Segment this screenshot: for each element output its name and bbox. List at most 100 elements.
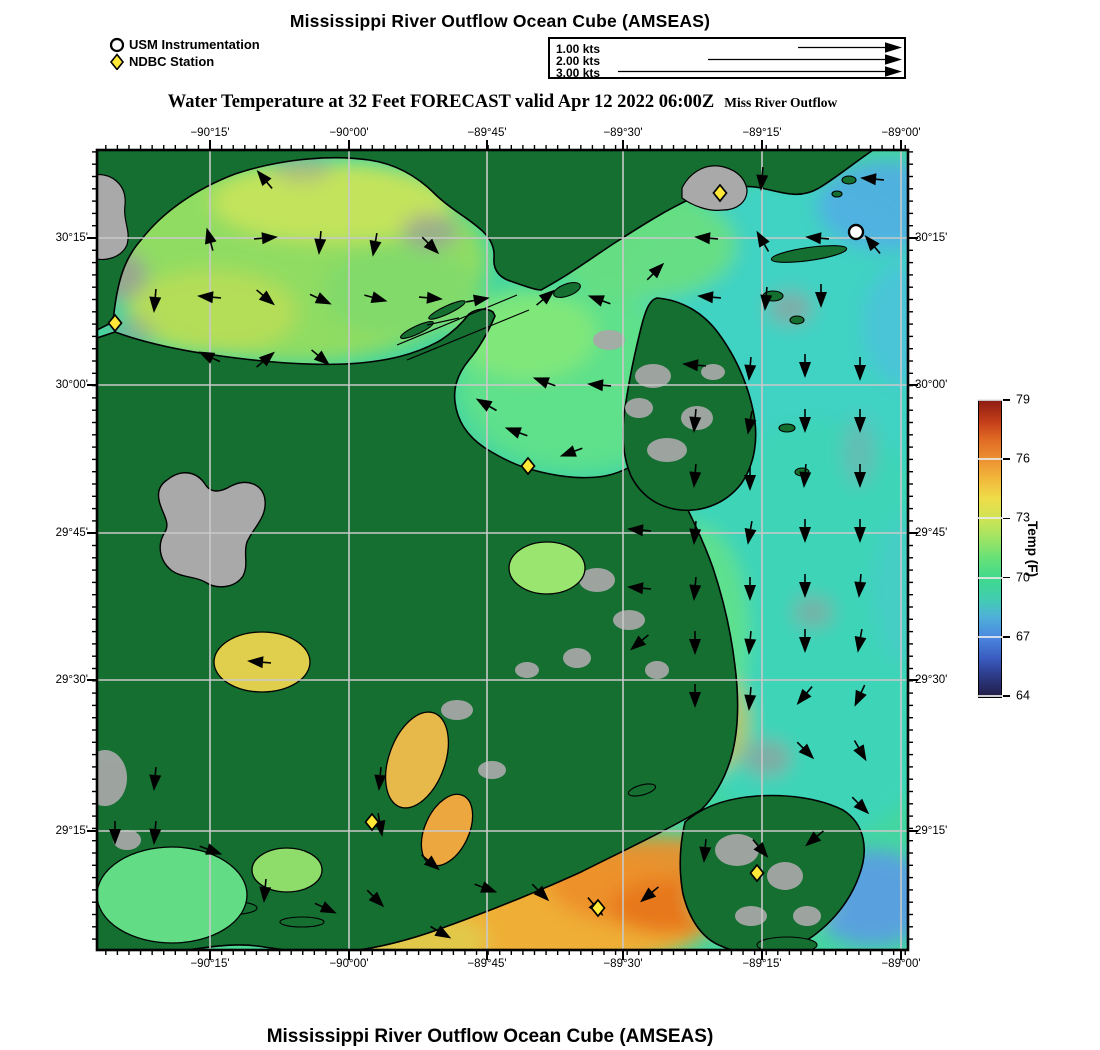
colorbar-crossline [977,517,1003,520]
x-tick-label-bottom: −90°00' [329,958,369,970]
figure-title-bottom: Mississippi River Outflow Ocean Cube (AM… [266,1026,714,1047]
scale-arrowhead [885,42,902,53]
field-region [127,270,297,354]
current-vector [799,629,811,653]
current-vector [366,889,385,908]
pocket-marsh-yellow1 [384,711,450,809]
current-vector [853,740,867,762]
canal-lines [396,294,530,361]
x-tick-label-bottom: −89°45' [467,958,507,970]
current-vector [744,467,756,491]
figure-title-top: Mississippi River Outflow Ocean Cube (AM… [289,11,711,31]
current-vector [149,820,162,845]
x-tick-label-bottom: −89°30' [603,958,643,970]
current-vector [198,351,221,364]
scale-label-2kt: 2.00 kts [556,54,601,68]
current-vector [799,519,811,543]
current-vector [374,766,387,791]
x-tick-label-top: −90°00' [329,127,369,139]
x-tick-label-top: −89°00' [881,127,921,139]
current-vector [314,901,337,914]
current-vector [689,684,701,708]
x-tick-label-top: −89°45' [467,127,507,139]
current-vector [587,379,612,392]
current-vector [646,262,665,281]
current-vector [587,295,611,307]
current-vector [854,573,867,598]
colorbar-crossline [977,399,1003,401]
y-tick-label-left: 30°15' [55,232,88,244]
current-vector [311,349,330,366]
y-tick-label-right: 29°45' [915,527,948,539]
scale-arrowhead [885,54,902,65]
colorbar-tick [1003,576,1010,579]
temperature-colorbar [978,400,1002,698]
colorbar-crossline [977,635,1003,638]
x-tick-label-bottom: −89°00' [881,958,921,970]
colorbar-tick-label: 76 [1016,451,1030,466]
current-vector [314,230,327,255]
usm-circle-icon [109,37,125,53]
pocket-green-sw2 [251,847,323,893]
gray-patch-midwest-lake [157,472,266,588]
ndbc-station-marker [520,456,536,476]
vector-scale-box: 1.00 kts 2.00 kts 3.00 kts [548,37,906,79]
x-tick-label-top: −89°15' [742,127,782,139]
current-vector [627,524,652,537]
current-vector [744,521,757,545]
current-vector [799,574,811,598]
y-tick-label-right: 29°30' [915,674,948,686]
current-vector [640,886,659,903]
current-vector [309,292,332,305]
colorbar-tick [1003,458,1010,461]
current-vector [854,409,866,433]
current-vector [430,925,452,939]
current-vector [689,408,702,433]
current-vector [697,291,722,304]
y-tick-label-right: 30°00' [915,379,948,391]
land-north-mainland [97,150,875,331]
map-plot-area [87,140,918,960]
x-tick-label-bottom: −89°15' [742,958,782,970]
current-vector [854,684,867,707]
colorbar-tick-label: 73 [1016,511,1030,526]
field-region [402,214,458,250]
current-vector [815,284,827,308]
current-vector-field [109,166,885,939]
current-vector [689,576,702,601]
station-legend: USM Instrumentation NDBC Station [108,36,260,70]
subtitle-main: Water Temperature at 32 Feet FORECAST va… [167,92,715,112]
current-vector [799,354,811,378]
current-vector [259,878,272,903]
usm-instrumentation-marker [847,223,865,241]
current-vector [149,288,162,313]
current-vector [474,881,498,893]
scale-label-1kt: 1.00 kts [556,42,601,56]
ndbc-station-marker [749,863,765,883]
ndbc-diamond-icon [109,53,125,70]
ndbc-station-marker [590,898,606,918]
current-vector [149,766,162,791]
current-vector [247,656,272,669]
scale-arrowhead [885,66,902,77]
map-layers [97,150,908,950]
current-vector [805,830,824,847]
y-tick-label-left: 29°45' [55,527,88,539]
current-vector [418,291,443,304]
current-vector [694,232,719,245]
y-tick-label-left: 29°30' [55,674,88,686]
current-vector [744,411,757,435]
y-tick-label-right: 30°15' [915,232,948,244]
current-vector [682,359,707,372]
field-region [843,418,875,486]
y-tick-label-left: 30°00' [55,379,88,391]
current-vector [864,235,881,254]
colorbar-tick-label: 64 [1016,688,1030,703]
field-region [322,247,482,337]
x-tick-label-top: −90°15' [190,127,230,139]
current-vector [109,821,121,845]
current-vector [421,236,440,255]
field-region [863,265,908,385]
current-vector [854,629,867,653]
